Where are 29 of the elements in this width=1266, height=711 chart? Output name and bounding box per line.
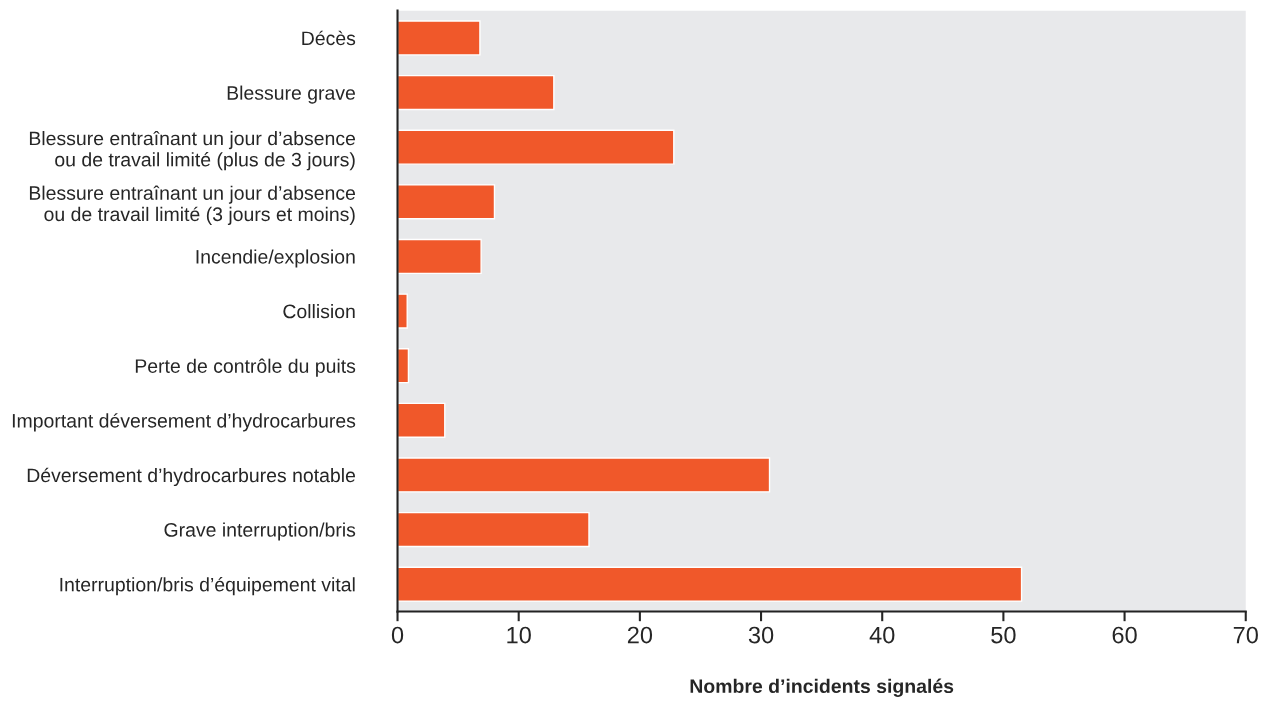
bar — [397, 184, 496, 220]
y-tick-label: Blessure entraînant un jour d’absence ou de travail limité (3 jours et moins) — [29, 185, 356, 225]
x-tick-label: 50 — [991, 626, 1016, 644]
bar — [397, 511, 590, 548]
y-tick-label: Incendie/explosion — [196, 249, 355, 268]
bar — [397, 129, 675, 165]
x-axis-title: Nombre d’incidents signalés — [690, 678, 954, 697]
x-tick-label: 0 — [391, 626, 404, 644]
x-tick-label: 30 — [748, 626, 774, 644]
y-tick-label: Interruption/bris d’équipement vital — [60, 576, 355, 596]
y-tick-label: Collision — [283, 304, 355, 319]
bar — [397, 74, 555, 111]
bar — [397, 20, 481, 56]
y-tick-label: Blessure grave — [227, 85, 355, 104]
bar — [397, 457, 771, 493]
x-tick-label: 40 — [869, 626, 895, 644]
x-tick-label: 60 — [1112, 626, 1137, 644]
y-tick-label: Grave interruption/bris — [164, 522, 356, 541]
x-tick-label: 70 — [1233, 626, 1258, 644]
y-tick-label: Perte de contrôle du puits — [135, 358, 356, 377]
y-tick-label: Décès — [302, 30, 356, 46]
bar — [397, 566, 1023, 602]
y-tick-label: Déversement d’hydrocarbures notable — [27, 467, 356, 487]
x-tick-label: 10 — [507, 626, 531, 644]
bar — [397, 402, 446, 438]
y-tick-label: Important déversement d’hydrocarbures — [12, 413, 356, 432]
bar — [397, 238, 482, 275]
y-tick-label: Blessure entraînant un jour d’absence ou de travail limité (plus de 3 jours) — [29, 130, 356, 171]
x-tick-label: 20 — [627, 626, 653, 644]
